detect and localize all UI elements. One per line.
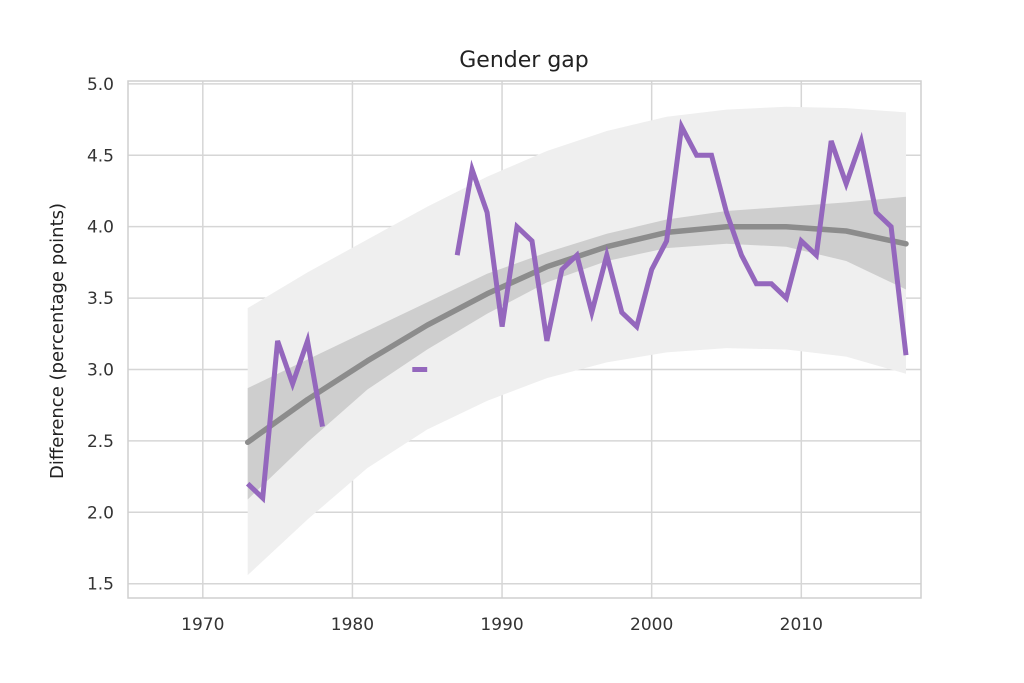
y-tick-label: 2.5 — [87, 432, 114, 452]
chart-title: Gender gap — [459, 48, 588, 73]
y-tick-label: 4.5 — [87, 146, 114, 166]
y-tick-label: 4.0 — [87, 218, 114, 238]
y-tick-label: 2.0 — [87, 503, 114, 523]
x-tick-label: 1990 — [480, 615, 523, 635]
x-tick-label: 1970 — [181, 615, 224, 635]
series-line-segment — [454, 118, 909, 356]
data-series — [245, 118, 909, 504]
x-tick-label: 1980 — [331, 615, 374, 635]
plot-frame — [127, 80, 922, 599]
series-line-segment — [245, 330, 325, 504]
y-tick-label: 3.5 — [87, 289, 114, 309]
y-tick-label: 5.0 — [87, 75, 114, 95]
tick-labels: 1970 1980 1990 2000 2010 1.5 2.0 2.5 3.0 3.5 4.0 4.… — [87, 75, 823, 635]
x-tick-label: 2010 — [780, 615, 823, 635]
y-tick-label: 3.0 — [87, 360, 114, 380]
y-axis-label: Difference (percentage points) — [47, 203, 68, 479]
y-tick-label: 1.5 — [87, 575, 114, 595]
x-tick-label: 2000 — [630, 615, 673, 635]
